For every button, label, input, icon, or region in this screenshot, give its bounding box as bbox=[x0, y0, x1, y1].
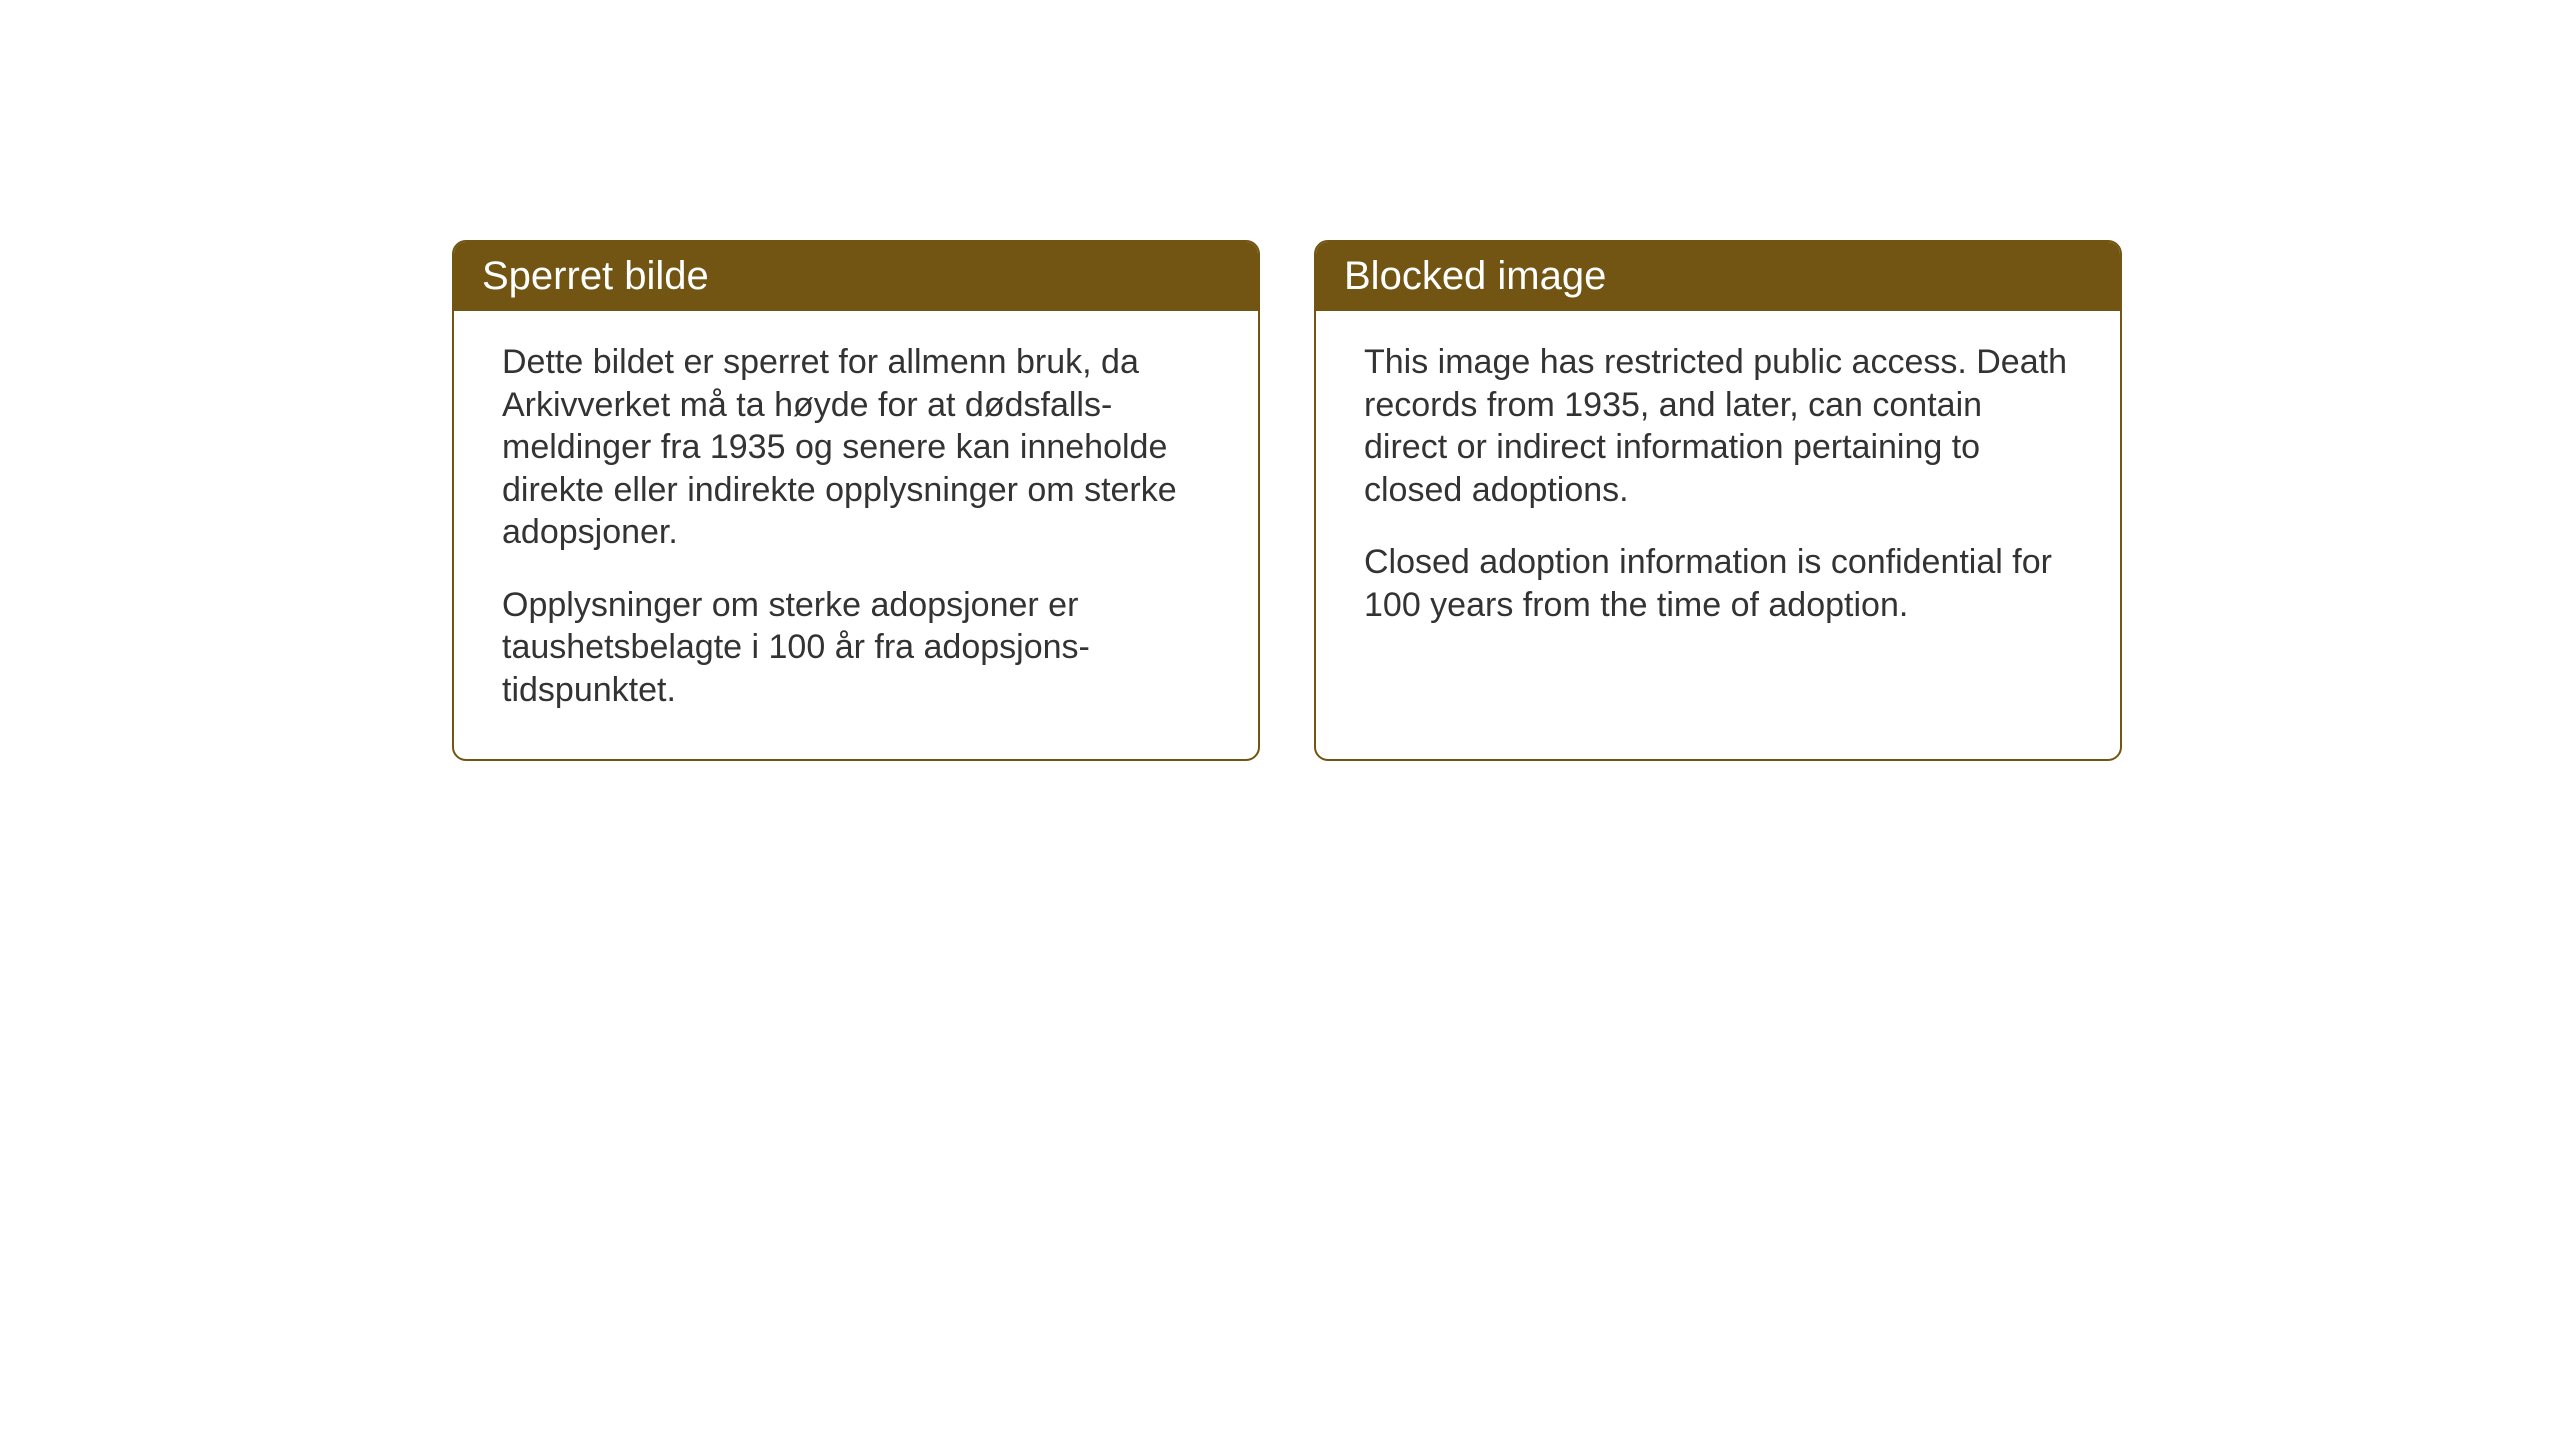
notice-card-english: Blocked image This image has restricted … bbox=[1314, 240, 2122, 761]
card-title-english: Blocked image bbox=[1344, 254, 1606, 298]
card-paragraph-2-norwegian: Opplysninger om sterke adopsjoner er tau… bbox=[502, 584, 1210, 712]
card-body-english: This image has restricted public access.… bbox=[1316, 311, 2120, 674]
card-title-norwegian: Sperret bilde bbox=[482, 254, 709, 298]
notice-card-norwegian: Sperret bilde Dette bildet er sperret fo… bbox=[452, 240, 1260, 761]
card-paragraph-2-english: Closed adoption information is confident… bbox=[1364, 541, 2072, 626]
card-header-norwegian: Sperret bilde bbox=[454, 242, 1258, 311]
card-paragraph-1-norwegian: Dette bildet er sperret for allmenn bruk… bbox=[502, 341, 1210, 554]
card-body-norwegian: Dette bildet er sperret for allmenn bruk… bbox=[454, 311, 1258, 759]
card-header-english: Blocked image bbox=[1316, 242, 2120, 311]
card-paragraph-1-english: This image has restricted public access.… bbox=[1364, 341, 2072, 511]
cards-container: Sperret bilde Dette bildet er sperret fo… bbox=[0, 0, 2560, 761]
